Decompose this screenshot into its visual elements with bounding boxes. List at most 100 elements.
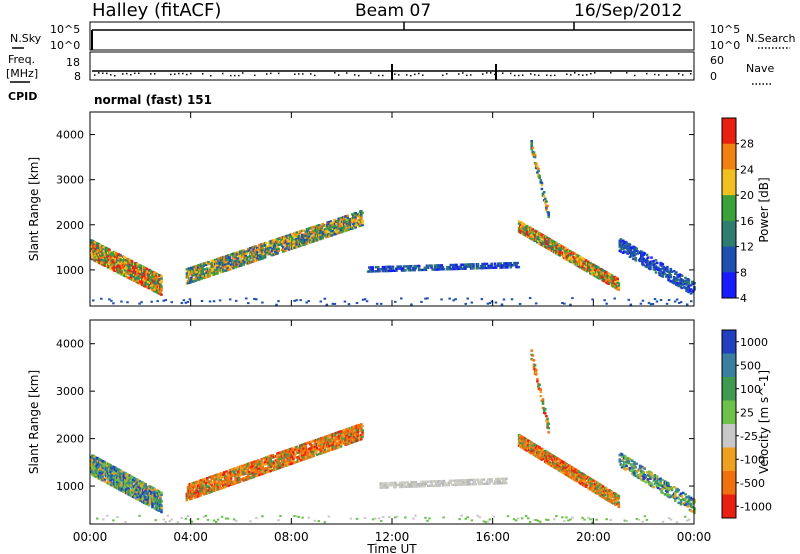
scatter-cell — [281, 465, 285, 468]
scatter-cell — [227, 262, 231, 265]
ground-scatter-cell — [188, 519, 192, 522]
ground-scatter-cell — [212, 519, 216, 522]
nave-dot — [582, 74, 584, 76]
scatter-cell — [566, 254, 570, 258]
ground-scatter-cell — [516, 517, 520, 520]
scatter-cell — [255, 258, 259, 262]
ground-scatter-cell — [466, 516, 469, 519]
scatter-cell — [97, 259, 101, 262]
scatter-cell — [608, 279, 611, 282]
scatter-cell — [284, 462, 287, 465]
nave-dot — [550, 74, 552, 77]
scatter-cell — [296, 233, 300, 236]
scatter-cell — [533, 239, 537, 243]
scatter-cell — [232, 266, 235, 270]
scatter-cell — [447, 268, 450, 271]
scatter-cell — [190, 484, 193, 488]
ground-scatter-cell — [651, 303, 655, 306]
scatter-cell — [245, 252, 249, 255]
scatter-cell — [645, 265, 649, 269]
scatter-cell — [281, 463, 285, 466]
scatter-cell — [253, 257, 257, 261]
scatter-cell — [160, 508, 163, 512]
scatter-cell — [323, 448, 327, 451]
scatter-cell — [397, 265, 400, 268]
scatter-cell — [532, 151, 536, 154]
nave-dot — [114, 74, 116, 77]
ground-scatter-cell — [394, 300, 397, 303]
scatter-cell — [107, 266, 110, 269]
scatter-cell — [593, 484, 597, 487]
scatter-cell — [160, 510, 163, 514]
scatter-cell — [485, 482, 489, 485]
scatter-cell — [275, 463, 278, 466]
scatter-cell — [187, 267, 191, 270]
scatter-cell — [119, 262, 122, 265]
ground-scatter-cell — [637, 518, 641, 521]
scatter-cell — [617, 284, 621, 287]
scatter-cell — [309, 443, 312, 446]
nave-dot — [254, 74, 256, 77]
scatter-cell — [340, 230, 344, 234]
scatter-cell — [401, 267, 405, 270]
ground-scatter-cell — [126, 301, 129, 304]
ground-scatter-cell — [400, 297, 403, 300]
ground-scatter-cell — [490, 300, 494, 303]
scatter-cell — [147, 504, 151, 507]
scatter-cell — [212, 273, 216, 276]
scatter-cell — [297, 234, 301, 238]
scatter-cell — [113, 259, 117, 262]
scatter-cell — [283, 237, 286, 241]
ground-scatter-cell — [514, 519, 518, 522]
scatter-cell — [335, 222, 338, 225]
scatter-cell — [482, 478, 486, 481]
scatter-cell — [281, 246, 285, 249]
scatter-cell — [329, 220, 333, 223]
scatter-cell — [534, 162, 538, 165]
scatter-cell — [210, 263, 214, 267]
scatter-cell — [276, 246, 279, 249]
scatter-cell — [130, 482, 134, 485]
scatter-cell — [574, 472, 578, 476]
scatter-cell — [652, 263, 656, 267]
scatter-cell — [234, 467, 237, 470]
scatter-cell — [201, 266, 205, 270]
nave-dot — [422, 74, 424, 76]
scatter-cell — [141, 271, 144, 274]
scatter-cell — [439, 268, 442, 271]
scatter-cell — [240, 260, 243, 263]
colorbar-frame — [721, 117, 737, 299]
nave-dot — [130, 74, 132, 76]
colorbar-tick-label: 8 — [740, 266, 747, 279]
ground-scatter-cell — [561, 301, 564, 304]
scatter-cell — [272, 239, 276, 242]
scatter-cell — [310, 232, 313, 236]
scatter-cell — [536, 241, 539, 244]
scatter-cell — [347, 438, 351, 441]
scatter-cell — [371, 266, 374, 269]
ground-scatter-cell — [168, 520, 172, 523]
scatter-cell — [337, 217, 340, 220]
scatter-cell — [338, 227, 342, 230]
scatter-cell — [213, 476, 217, 479]
scatter-cell — [159, 282, 162, 286]
scatter-cell — [228, 255, 232, 259]
ground-scatter-cell — [396, 515, 399, 518]
scatter-cell — [145, 267, 149, 271]
scatter-cell — [103, 264, 107, 267]
nave-dot — [110, 74, 112, 76]
scatter-cell — [130, 260, 134, 263]
scatter-cell — [292, 238, 295, 242]
scatter-cell — [277, 247, 280, 251]
nave-dot — [690, 72, 692, 75]
scatter-cell — [343, 225, 346, 229]
scatter-cell — [538, 446, 541, 449]
scatter-cell — [254, 472, 258, 476]
scatter-cell — [327, 447, 330, 450]
scatter-cell — [206, 477, 209, 480]
scatter-cell — [233, 252, 236, 255]
scatter-cell — [675, 277, 678, 280]
scatter-cell — [547, 241, 550, 244]
scatter-cell — [539, 394, 543, 398]
ground-scatter-cell — [571, 297, 574, 300]
